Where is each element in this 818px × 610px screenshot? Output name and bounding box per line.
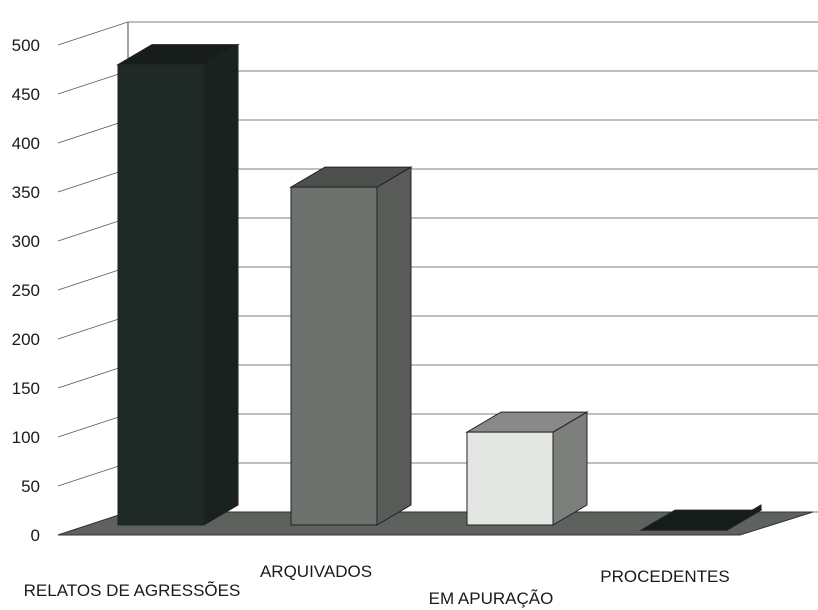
bar [289,166,413,526]
gridline-side [57,364,129,389]
bar-side [376,166,412,526]
x-axis: RELATOS DE AGRESSÕES ARQUIVADOS EM APURAÇÃ… [24,562,730,608]
x-category-label: RELATOS DE AGRESSÕES [24,581,241,600]
floor-plane [57,511,814,536]
bar-front [466,431,554,526]
bar [465,411,589,526]
y-tick-label: 400 [12,134,40,153]
bars [116,43,763,531]
bar-side [203,43,239,526]
y-tick-label: 100 [12,428,40,447]
y-tick-label: 500 [12,36,40,55]
gridline-side [57,70,129,95]
y-tick-label: 450 [12,85,40,104]
y-tick-label: 150 [12,379,40,398]
x-category-label: EM APURAÇÃO [429,589,554,608]
bar-front [290,186,378,526]
y-tick-label: 200 [12,330,40,349]
bar [639,504,763,531]
bar-front [117,64,205,526]
bar-top [639,509,763,531]
gridline-side [57,413,129,438]
gridline-side [57,266,129,291]
x-category-label: PROCEDENTES [600,567,729,586]
gridline-side [57,168,129,193]
gridline-side [57,462,129,487]
gridline-side [57,315,129,340]
chart-floor [57,511,814,536]
x-category-label: ARQUIVADOS [260,562,372,581]
y-tick-label: 0 [31,526,40,545]
gridline-side [57,119,129,144]
bar [116,43,240,526]
y-tick-label: 250 [12,281,40,300]
gridline-side [57,21,129,46]
y-tick-label: 300 [12,232,40,251]
gridline-side [57,217,129,242]
y-axis: 0 50 100 150 200 250 300 350 400 450 500 [12,36,40,545]
y-tick-label: 50 [21,477,40,496]
y-tick-label: 350 [12,183,40,202]
